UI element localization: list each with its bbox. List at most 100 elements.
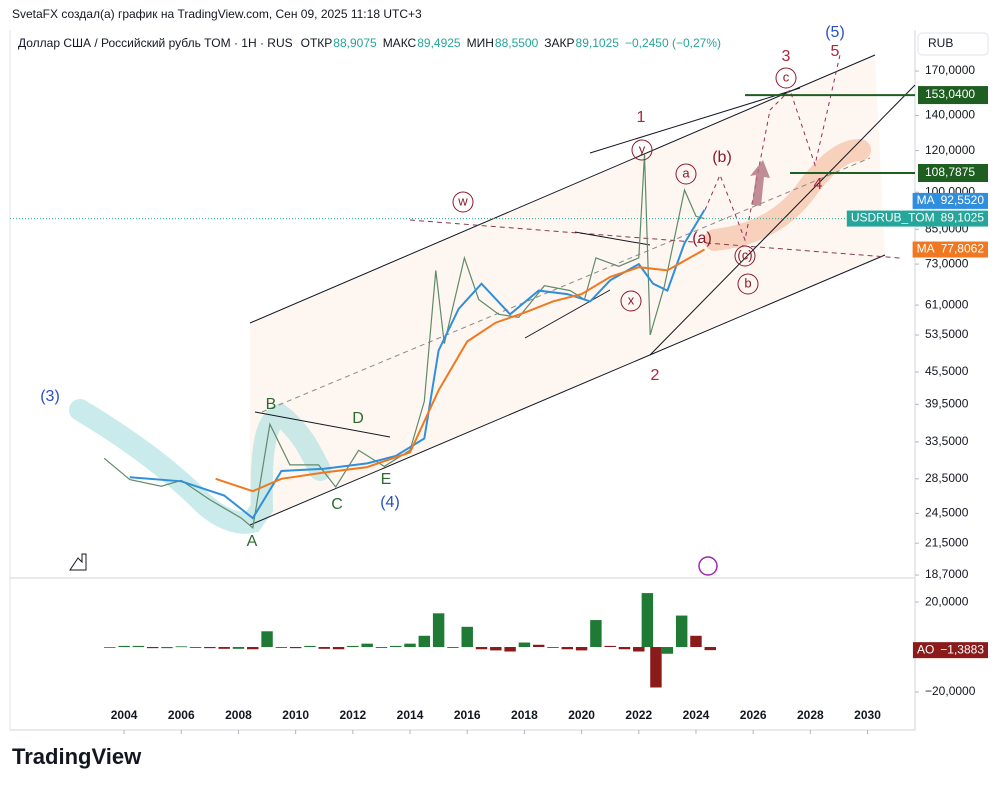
wave-label: 2 [651, 367, 660, 384]
y-tick-label: 33,5000 [925, 434, 969, 448]
ao-bar [261, 631, 273, 648]
ao-bar [690, 635, 702, 648]
symbol: Доллар США / Российский рубль TOM · 1Н ·… [18, 36, 293, 50]
ao-bar [618, 647, 631, 650]
ao-bar [218, 647, 230, 649]
x-tick-label: 2006 [168, 708, 195, 722]
wave-label: 3 [782, 48, 791, 65]
wave-label: a [682, 165, 690, 180]
ao-bar [318, 647, 330, 649]
trend-line [261, 157, 871, 413]
logo-icon [69, 553, 87, 571]
series-line [103, 154, 705, 529]
trend-line [649, 84, 916, 356]
ohlc-value: 88,5500 [495, 36, 539, 50]
tag-value: 89,1025 [941, 211, 985, 225]
ohlc-label: ОТКР [301, 36, 333, 50]
ao-bar [104, 647, 116, 648]
wave-label: C [331, 496, 343, 513]
wave-label: (a) [692, 230, 712, 247]
tag-name: MA [917, 242, 935, 256]
trend-line [249, 54, 876, 324]
x-tick-label: 2022 [625, 708, 652, 722]
price-tag: MA 77,8062 [912, 241, 988, 258]
ao-bar [547, 647, 559, 648]
tag-name: AO [917, 642, 934, 656]
tag-value: −1,3883 [940, 642, 984, 656]
arrow [750, 160, 770, 206]
highlight [69, 399, 331, 534]
price-tag: AO −1,3883 [912, 642, 988, 659]
highlight [704, 139, 871, 251]
x-tick-label: 2026 [740, 708, 767, 722]
wave-label: A [247, 533, 258, 550]
trend-line [249, 254, 886, 526]
tag-box [846, 210, 988, 227]
ao-bar [332, 647, 345, 650]
wave-label: (c) [737, 247, 752, 262]
ao-bar [575, 647, 588, 651]
wave-label: w [457, 193, 468, 208]
ao-bar [675, 615, 688, 648]
y-tick-label: 20,0000 [925, 594, 969, 608]
wave-circle [631, 139, 653, 161]
ohlc-label: МИН [467, 36, 494, 50]
ao-bar [118, 645, 130, 648]
wave-label: x [628, 292, 635, 307]
x-tick-label: 2010 [282, 708, 309, 722]
x-tick-label: 2018 [511, 708, 538, 722]
x-tick-label: 2012 [339, 708, 366, 722]
credit: SvetaFX создал(а) график на TradingView.… [12, 7, 422, 21]
ao-bar [347, 645, 359, 648]
series-line [215, 248, 705, 493]
ao-bar [518, 642, 531, 648]
ao-bar [461, 626, 473, 648]
y-tick-label: 39,5000 [925, 396, 969, 410]
wave-label: 4 [814, 176, 823, 193]
price-tag: USDRUB_TOM 89,1025 [846, 210, 988, 227]
ao-bar [432, 613, 445, 648]
ao-bar [604, 645, 616, 648]
level-box [918, 86, 988, 105]
ao-bar [447, 647, 459, 648]
y-tick-label: 120,0000 [925, 143, 975, 157]
brand: TradingView [12, 744, 142, 769]
x-tick-label: 2030 [854, 708, 881, 722]
plot: 170,0000140,0000120,0000100,000085,00007… [10, 24, 988, 734]
ao-bar [404, 643, 416, 648]
ao-bar [650, 647, 662, 688]
wave-label: (4) [380, 494, 400, 511]
trend-line [524, 289, 611, 339]
wave-label: 5 [831, 43, 840, 60]
currency-box [917, 32, 989, 56]
wave-label: y [639, 141, 646, 156]
y-tick-label: 18,7000 [925, 567, 969, 581]
ao-bar [590, 620, 602, 648]
ohlc-value: 89,1025 [576, 36, 620, 50]
projection [704, 54, 841, 242]
ao-bar [247, 647, 259, 650]
ao-bar [161, 647, 173, 649]
ao-bar [189, 647, 202, 648]
ao-bar [132, 645, 145, 648]
ao-bar [490, 647, 502, 651]
trend-line [254, 411, 391, 438]
y-tick-label: 61,0000 [925, 297, 969, 311]
trend-line [574, 231, 651, 246]
y-tick-label: 170,0000 [925, 63, 975, 77]
ao-bar [304, 645, 316, 648]
x-tick-label: 2024 [683, 708, 710, 722]
ao-bar [532, 644, 545, 648]
ao-bar [375, 647, 388, 648]
wave-label: D [352, 410, 364, 427]
ohlc-label: ЗАКР [544, 36, 574, 50]
ao-bar [561, 647, 574, 650]
tag-box [912, 241, 988, 258]
level-label: 153,0400 [925, 87, 975, 101]
wave-circle [737, 273, 759, 295]
wave-circle [675, 163, 697, 185]
wave-label: (b) [712, 149, 732, 166]
change: −0,2450 (−0,27%) [625, 36, 721, 50]
wave-label: 1 [637, 109, 646, 126]
ohlc-value: 88,9075 [333, 36, 377, 50]
